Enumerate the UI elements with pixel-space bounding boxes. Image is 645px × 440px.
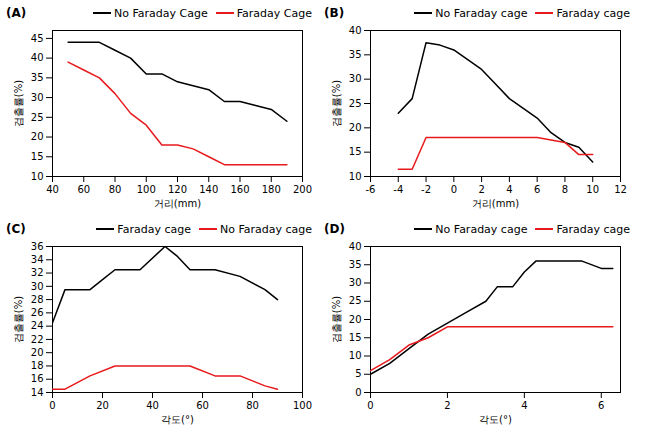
- svg-text:120: 120: [168, 184, 187, 195]
- svg-text:30: 30: [31, 281, 44, 292]
- svg-text:거리(mm): 거리(mm): [154, 198, 201, 209]
- svg-text:40: 40: [146, 400, 159, 411]
- svg-text:22: 22: [31, 334, 44, 345]
- svg-text:15: 15: [349, 146, 362, 157]
- svg-text:검출률(%): 검출률(%): [331, 80, 342, 127]
- html-text:Faraday cage: Faraday cage: [117, 222, 191, 236]
- svg-text:140: 140: [199, 184, 218, 195]
- svg-text:2: 2: [444, 400, 450, 411]
- svg-text:10: 10: [349, 350, 362, 361]
- svg-text:검출률(%): 검출률(%): [13, 80, 24, 127]
- svg-text:200: 200: [293, 184, 312, 195]
- svg-text:34: 34: [31, 254, 44, 265]
- svg-text:25: 25: [31, 112, 44, 123]
- svg-text:60: 60: [77, 184, 90, 195]
- svg-text:6: 6: [534, 184, 540, 195]
- svg-text:20: 20: [31, 131, 44, 142]
- svg-text:-4: -4: [393, 184, 403, 195]
- svg-text:14: 14: [31, 387, 44, 398]
- svg-text:40: 40: [349, 25, 362, 36]
- svg-text:20: 20: [31, 347, 44, 358]
- svg-text:4: 4: [521, 400, 527, 411]
- svg-text:40: 40: [31, 52, 44, 63]
- svg-text:80: 80: [109, 184, 122, 195]
- svg-text:5: 5: [355, 368, 361, 379]
- svg-text:15: 15: [31, 151, 44, 162]
- svg-text:80: 80: [246, 400, 259, 411]
- svg-text:160: 160: [230, 184, 249, 195]
- svg-text:검출률(%): 검출률(%): [13, 296, 24, 343]
- svg-text:0: 0: [355, 387, 361, 398]
- svg-text:20: 20: [96, 400, 109, 411]
- svg-text:25: 25: [349, 295, 362, 306]
- html-text:(B): (B): [324, 6, 345, 20]
- svg-text:6: 6: [598, 400, 604, 411]
- svg-text:0: 0: [367, 400, 373, 411]
- svg-text:24: 24: [31, 320, 44, 331]
- svg-text:32: 32: [31, 267, 44, 278]
- svg-text:30: 30: [349, 73, 362, 84]
- svg-text:10: 10: [31, 171, 44, 182]
- html-text:No Faraday cage: No Faraday cage: [435, 6, 528, 20]
- svg-text:10: 10: [349, 171, 362, 182]
- svg-text:각도(°): 각도(°): [161, 414, 194, 425]
- svg-text:-6: -6: [366, 184, 376, 195]
- svg-text:100: 100: [137, 184, 156, 195]
- svg-text:0: 0: [451, 184, 457, 195]
- svg-text:거리(mm): 거리(mm): [472, 198, 519, 209]
- svg-text:2: 2: [478, 184, 484, 195]
- svg-text:30: 30: [349, 277, 362, 288]
- svg-text:20: 20: [349, 314, 362, 325]
- svg-text:30: 30: [31, 92, 44, 103]
- svg-text:8: 8: [562, 184, 568, 195]
- svg-text:각도(°): 각도(°): [479, 414, 512, 425]
- svg-text:100: 100: [293, 400, 312, 411]
- svg-text:40: 40: [46, 184, 59, 195]
- html-text:Faraday cage: Faraday cage: [556, 222, 630, 236]
- html-text:No Faraday Cage: No Faraday Cage: [114, 6, 208, 20]
- svg-text:35: 35: [31, 72, 44, 83]
- svg-text:180: 180: [262, 184, 281, 195]
- svg-text:35: 35: [349, 49, 362, 60]
- svg-text:40: 40: [349, 241, 362, 252]
- svg-text:45: 45: [31, 33, 44, 44]
- svg-text:검출률(%): 검출률(%): [331, 296, 342, 343]
- svg-text:28: 28: [31, 294, 44, 305]
- svg-text:10: 10: [586, 184, 599, 195]
- svg-text:25: 25: [349, 98, 362, 109]
- svg-text:4: 4: [506, 184, 512, 195]
- svg-text:60: 60: [196, 400, 209, 411]
- svg-text:-2: -2: [421, 184, 431, 195]
- svg-text:0: 0: [49, 400, 55, 411]
- svg-text:18: 18: [31, 360, 44, 371]
- svg-text:12: 12: [614, 184, 627, 195]
- svg-text:36: 36: [31, 241, 44, 252]
- svg-text:16: 16: [31, 373, 44, 384]
- svg-text:15: 15: [349, 332, 362, 343]
- html-text:Faraday Cage: Faraday Cage: [236, 6, 312, 20]
- html-text:No Faraday cage: No Faraday cage: [435, 222, 528, 236]
- html-text:(D): (D): [324, 222, 345, 236]
- svg-text:26: 26: [31, 307, 44, 318]
- html-text:(C): (C): [6, 222, 26, 236]
- html-text:No Faraday cage: No Faraday cage: [220, 222, 312, 236]
- svg-text:20: 20: [349, 122, 362, 133]
- svg-text:35: 35: [349, 259, 362, 270]
- html-text:(A): (A): [6, 6, 27, 20]
- html-text:Faraday cage: Faraday cage: [556, 6, 630, 20]
